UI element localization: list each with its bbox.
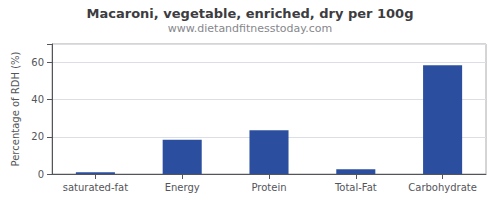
svg-text:Macaroni, vegetable, enriched,: Macaroni, vegetable, enriched, dry per 1… [87,6,414,21]
svg-text:0: 0 [38,169,44,180]
svg-text:Energy: Energy [165,182,200,193]
svg-text:20: 20 [31,131,44,142]
svg-text:Percentage of RDH (%): Percentage of RDH (%) [10,51,21,166]
svg-text:Carbohydrate: Carbohydrate [408,182,477,193]
svg-text:60: 60 [31,57,44,68]
svg-text:Protein: Protein [251,182,286,193]
svg-text:40: 40 [31,94,44,105]
svg-text:www.dietandfitnesstoday.com: www.dietandfitnesstoday.com [168,22,332,35]
svg-text:Total-Fat: Total-Fat [334,182,377,193]
svg-text:saturated-fat: saturated-fat [63,182,129,193]
